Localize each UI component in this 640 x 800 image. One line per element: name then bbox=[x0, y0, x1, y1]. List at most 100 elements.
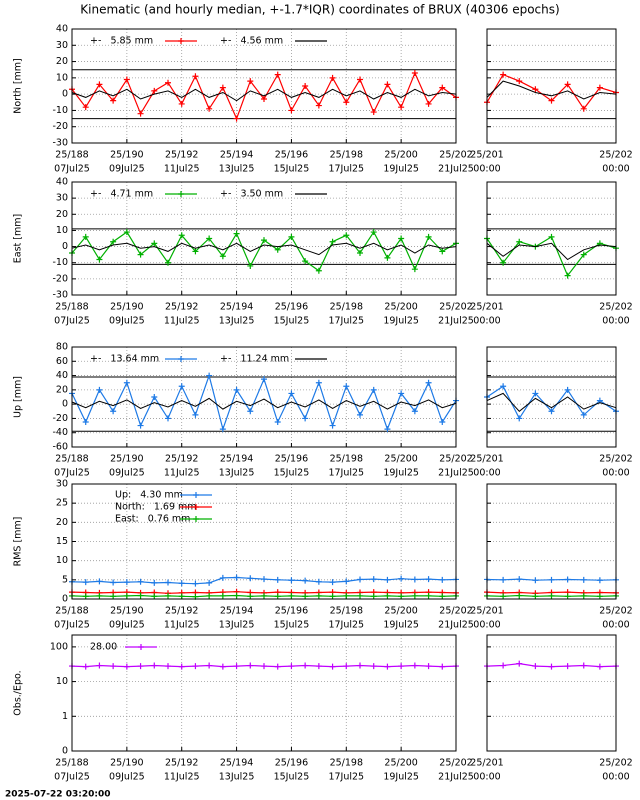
point bbox=[151, 240, 158, 247]
legend-label: East: 0.76 mm bbox=[115, 514, 190, 525]
x-tick-label: 25/201 bbox=[470, 758, 503, 769]
x-tick-date: 19Jul25 bbox=[383, 772, 419, 783]
point bbox=[357, 592, 363, 599]
point bbox=[548, 592, 555, 599]
legend-label: +- 13.64 mm bbox=[90, 354, 159, 365]
x-tick-date: 13Jul25 bbox=[219, 772, 255, 783]
point bbox=[370, 109, 377, 116]
point bbox=[329, 663, 336, 670]
point bbox=[343, 99, 350, 106]
point bbox=[564, 272, 571, 279]
x-tick-label: 25/192 bbox=[165, 150, 198, 161]
point bbox=[425, 576, 432, 583]
x-tick-date: 13Jul25 bbox=[219, 620, 255, 631]
y-axis-label: Obs./Epo. bbox=[13, 670, 24, 715]
point bbox=[532, 390, 539, 397]
x-tick-label: 25/198 bbox=[330, 150, 363, 161]
point bbox=[165, 663, 171, 670]
point bbox=[532, 593, 539, 600]
point bbox=[343, 592, 350, 599]
point bbox=[123, 579, 130, 586]
point bbox=[110, 663, 117, 670]
point bbox=[516, 660, 523, 667]
point bbox=[516, 576, 523, 583]
x-tick-date: 00:00 bbox=[473, 164, 500, 175]
point bbox=[384, 592, 391, 599]
y-tick-label: -20 bbox=[52, 121, 68, 132]
x-tick-label: 25/188 bbox=[55, 758, 88, 769]
point bbox=[233, 574, 240, 581]
point bbox=[329, 579, 336, 586]
point bbox=[137, 251, 144, 258]
point bbox=[288, 577, 295, 584]
x-tick-label: 25/190 bbox=[110, 302, 143, 313]
point bbox=[233, 230, 240, 237]
x-tick-date: 13Jul25 bbox=[219, 468, 255, 479]
point bbox=[398, 575, 405, 582]
legend-label: +- 3.50 mm bbox=[220, 189, 283, 200]
point bbox=[398, 593, 405, 600]
x-tick-label: 25/190 bbox=[110, 758, 143, 769]
x-tick-label: 25/202 bbox=[599, 150, 632, 161]
x-tick-date: 00:00 bbox=[602, 468, 629, 479]
point bbox=[137, 592, 144, 599]
point bbox=[178, 663, 185, 670]
x-tick-label: 25/196 bbox=[275, 454, 308, 465]
y-tick-label: 1 bbox=[62, 711, 68, 722]
y-tick-label: -20 bbox=[52, 413, 68, 424]
x-tick-date: 21Jul25 bbox=[438, 468, 474, 479]
y-tick-label: 10 bbox=[56, 555, 68, 566]
point bbox=[596, 577, 603, 584]
point bbox=[302, 593, 309, 600]
point bbox=[516, 592, 523, 599]
point bbox=[439, 576, 446, 583]
point bbox=[206, 235, 213, 242]
y-tick-label: 5 bbox=[62, 574, 68, 585]
point bbox=[343, 383, 350, 390]
y-tick-label: 20 bbox=[56, 517, 68, 528]
point bbox=[315, 102, 322, 109]
x-tick-date: 13Jul25 bbox=[219, 164, 255, 175]
point bbox=[288, 390, 295, 397]
point bbox=[548, 408, 555, 415]
legend-marker bbox=[178, 191, 184, 197]
x-tick-date: 09Jul25 bbox=[109, 620, 145, 631]
point bbox=[370, 593, 377, 600]
point bbox=[192, 248, 199, 255]
plot-frame bbox=[71, 483, 457, 600]
y-tick-label: -30 bbox=[52, 290, 68, 301]
point bbox=[233, 663, 240, 670]
y-tick-label: -10 bbox=[52, 257, 68, 268]
x-tick-date: 19Jul25 bbox=[383, 316, 419, 327]
point bbox=[500, 259, 507, 266]
x-tick-date: 17Jul25 bbox=[328, 772, 364, 783]
point bbox=[261, 576, 267, 583]
x-tick-label: 25/202 bbox=[439, 150, 472, 161]
legend-label: +- 4.71 mm bbox=[90, 189, 153, 200]
point bbox=[343, 232, 350, 239]
x-tick-date: 11Jul25 bbox=[164, 468, 200, 479]
y-tick-label: 0 bbox=[62, 241, 68, 252]
x-tick-date: 07Jul25 bbox=[54, 772, 90, 783]
x-tick-date: 15Jul25 bbox=[274, 316, 310, 327]
y-tick-label: 40 bbox=[56, 177, 68, 188]
point bbox=[411, 592, 418, 599]
point bbox=[580, 662, 587, 669]
point bbox=[564, 386, 571, 393]
y-tick-label: -30 bbox=[52, 138, 68, 149]
point bbox=[425, 663, 432, 670]
legend-label: +- 4.56 mm bbox=[220, 36, 283, 47]
series-line bbox=[71, 242, 457, 256]
series-line bbox=[486, 80, 617, 100]
point bbox=[82, 233, 89, 240]
y-tick-label: 60 bbox=[56, 356, 68, 367]
point bbox=[247, 408, 254, 415]
x-tick-label: 25/202 bbox=[439, 758, 472, 769]
x-tick-label: 25/202 bbox=[439, 454, 472, 465]
point bbox=[110, 593, 117, 600]
x-tick-date: 19Jul25 bbox=[383, 468, 419, 479]
point bbox=[82, 419, 89, 425]
x-tick-label: 25/196 bbox=[275, 606, 308, 617]
point bbox=[178, 232, 185, 239]
legend-label: +- 11.24 mm bbox=[220, 354, 289, 365]
